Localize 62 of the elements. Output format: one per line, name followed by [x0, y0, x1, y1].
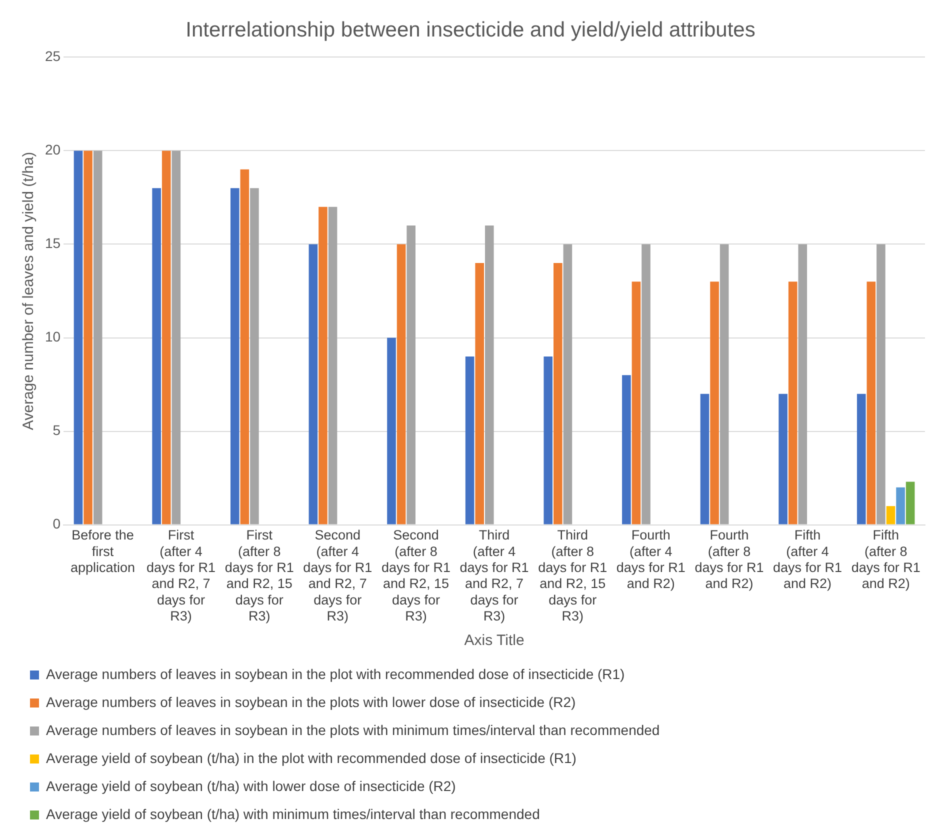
- bar: [84, 150, 92, 524]
- bar: [554, 262, 562, 524]
- bar: [308, 244, 318, 524]
- bar: [387, 338, 396, 524]
- bar: [544, 356, 553, 524]
- x-tick-label: First (after 4 days for R1 and R2, 7 days for R3): [146, 528, 216, 624]
- bar: [162, 150, 171, 524]
- bar: [318, 206, 328, 524]
- bar: [328, 206, 338, 524]
- bar: [396, 244, 406, 524]
- x-axis-title: Axis Title: [464, 632, 524, 650]
- legend-label: Average yield of soybean (t/ha) with lower dose of insecticide (R2): [46, 778, 456, 794]
- bar: [710, 282, 719, 524]
- x-tick-label: Fourth (after 8 days for R1 and R2): [694, 528, 764, 592]
- y-tick-label: 0: [52, 516, 61, 532]
- bar: [93, 150, 102, 524]
- bar: [856, 394, 866, 524]
- bar: [906, 482, 915, 524]
- x-tick-label: Fourth (after 4 days for R1 and R2): [616, 528, 686, 592]
- x-tick-label: Second (after 8 days for R1 and R2, 15 days for R3): [381, 528, 450, 624]
- y-tick-label: 10: [44, 328, 61, 345]
- legend-label: Average numbers of leaves in soybean in the plot with recommended dose of insecticide (R1): [46, 666, 625, 682]
- bar: [250, 188, 259, 524]
- legend-label: Average yield of soybean (t/ha) with minimum times/interval than recommended: [46, 806, 540, 822]
- bar: [896, 487, 905, 524]
- y-tick-label: 20: [44, 142, 61, 158]
- y-axis-title: Average number of leaves and yield (t/ha): [20, 152, 38, 430]
- x-tick-label: Before the first application: [70, 528, 135, 576]
- x-tick-label: Third (after 8 days for R1 and R2, 15 days for R3): [538, 528, 608, 624]
- bar: [74, 150, 83, 524]
- bar: [563, 244, 572, 524]
- bar: [720, 244, 729, 524]
- x-tick-label: Second (after 4 days for R1 and R2, 7 days for R3): [303, 528, 372, 624]
- y-tick-label: 5: [52, 422, 61, 438]
- bar: [465, 356, 474, 524]
- bar: [642, 244, 650, 524]
- bar: [230, 188, 240, 524]
- bar: [886, 506, 896, 524]
- bar: [475, 262, 484, 524]
- y-tick-label: 15: [44, 235, 61, 252]
- x-tick-label: Fifth (after 8 days for R1 and R2): [851, 528, 920, 592]
- bar: [778, 394, 788, 524]
- x-tick-label: Third (after 4 days for R1 and R2, 7 days for R3): [460, 528, 529, 624]
- bar: [866, 282, 876, 524]
- bar: [876, 244, 886, 524]
- x-tick-label: Fifth (after 4 days for R1 and R2): [773, 528, 842, 592]
- bar: [240, 169, 250, 524]
- bar: [798, 244, 808, 524]
- bar: [172, 150, 181, 524]
- bar: [700, 394, 710, 524]
- bar: [788, 282, 798, 524]
- x-tick-label: First (after 8 days for R1 and R2, 15 days for R3): [224, 528, 294, 624]
- bar: [152, 188, 161, 524]
- bar: [484, 226, 494, 524]
- legend-label: Average numbers of leaves in soybean in the plots with minimum times/interval than recommended: [46, 722, 660, 738]
- legend-label: Average yield of soybean (t/ha) in the plot with recommended dose of insecticide (R1): [46, 750, 576, 766]
- bar: [406, 226, 416, 524]
- bar: [622, 375, 631, 524]
- y-tick-label: 25: [44, 48, 61, 64]
- chart-title: Interrelationship between insecticide and yield/yield attributes: [186, 18, 756, 42]
- legend-label: Average numbers of leaves in soybean in the plots with lower dose of insecticide (R2): [46, 694, 576, 710]
- bar: [632, 282, 641, 524]
